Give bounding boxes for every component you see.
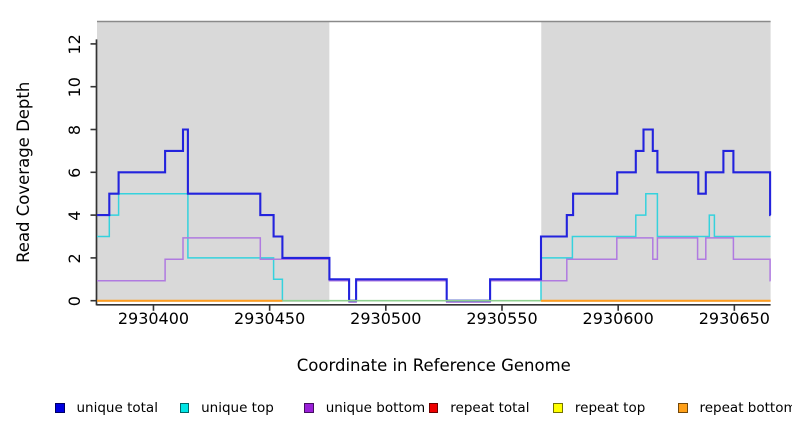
legend-label: unique top xyxy=(201,400,274,416)
y-tick-label: 2 xyxy=(65,253,84,263)
series-unique-bottom xyxy=(97,237,771,303)
legend-item-unique-total: unique total xyxy=(55,399,158,417)
series-unique-total xyxy=(97,128,772,302)
y-tick-label: 10 xyxy=(65,77,84,97)
legend-item-repeat-top: repeat top xyxy=(553,399,645,417)
legend-label: repeat total xyxy=(450,400,530,416)
x-tick-label: 2930450 xyxy=(234,309,305,328)
legend-label: repeat bottom xyxy=(699,400,792,416)
legend-swatch-unique-total xyxy=(55,403,65,413)
legend-swatch-unique-top xyxy=(179,403,190,413)
legend-swatch-repeat-top xyxy=(553,403,563,413)
plot-svg: 2930400 2930450 2930500 2930550 2930600 29306… xyxy=(14,20,772,375)
legend-label: unique bottom xyxy=(325,400,426,416)
legend: unique total unique top unique bottom repea… xyxy=(0,399,792,419)
y-tick-label: 4 xyxy=(65,211,84,221)
legend-item-unique-top: unique top xyxy=(179,399,274,417)
y-tick-label: 0 xyxy=(65,296,84,306)
y-tick-label: 6 xyxy=(65,168,84,178)
legend-swatch-repeat-bottom xyxy=(678,403,688,413)
x-tick-label: 2930550 xyxy=(466,309,537,328)
y-tick-label: 12 xyxy=(65,34,84,54)
x-tick-label: 2930400 xyxy=(118,309,189,328)
legend-item-repeat-total: repeat total xyxy=(428,399,530,417)
legend-item-unique-bottom: unique bottom xyxy=(304,399,425,417)
legend-label: unique total xyxy=(76,400,158,416)
legend-label: repeat top xyxy=(574,400,646,416)
legend-item-repeat-bottom: repeat bottom xyxy=(678,399,792,417)
x-tick-label: 2930500 xyxy=(350,309,421,328)
left-gray-band xyxy=(97,21,330,302)
y-axis-title: Read Coverage Depth xyxy=(14,82,33,263)
x-tick-label: 2930600 xyxy=(583,309,654,328)
y-tick-label: 8 xyxy=(65,125,84,135)
series-unique-top xyxy=(97,192,771,302)
legend-swatch-repeat-total xyxy=(428,403,439,413)
x-axis-title: Coordinate in Reference Genome xyxy=(297,356,571,375)
x-tick-label: 2930650 xyxy=(699,309,770,328)
legend-swatch-unique-bottom xyxy=(304,403,314,413)
